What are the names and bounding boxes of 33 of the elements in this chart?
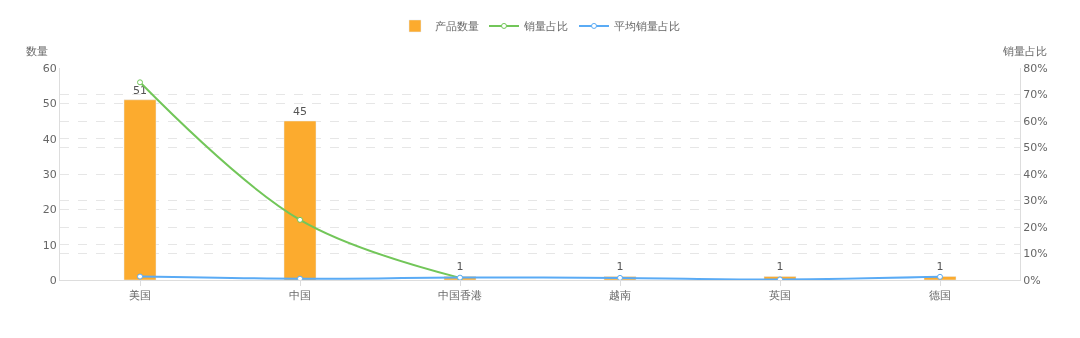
legend-label: 产品数量 (435, 20, 479, 34)
x-tick-label: 中国香港 (438, 289, 482, 303)
y2-tick-label: 0% (1023, 273, 1041, 287)
y2-tick-label: 80% (1023, 61, 1048, 75)
y-tick-label: 40 (42, 132, 57, 146)
y-tick-label: 0 (49, 273, 57, 287)
legend-label: 平均销量占比 (614, 20, 680, 34)
y2-tick-label: 30% (1023, 194, 1048, 208)
legend-label: 销量占比 (523, 20, 568, 34)
y2-tick-label: 40% (1023, 167, 1048, 181)
y2-axis-title: 销量占比 (1002, 45, 1047, 58)
y-tick-label: 50 (42, 97, 57, 111)
y-tick-label: 20 (42, 203, 57, 217)
y-axis-title: 数量 (26, 45, 48, 58)
data-label: 45 (293, 105, 307, 118)
data-label: 51 (133, 83, 147, 97)
x-tick-label: 英国 (769, 289, 791, 303)
y2-tick-label: 20% (1023, 220, 1048, 234)
data-label: 1 (936, 260, 944, 274)
y-tick-label: 60 (42, 61, 57, 75)
x-tick-label: 中国 (289, 289, 311, 303)
data-label: 1 (616, 260, 624, 274)
y-tick-label: 30 (42, 167, 57, 181)
y2-tick-label: 50% (1023, 141, 1048, 155)
y2-tick-label: 60% (1023, 114, 1048, 128)
y-tick-label: 10 (42, 238, 57, 252)
x-tick-label: 越南 (609, 289, 631, 303)
x-tick-label: 美国 (129, 289, 151, 303)
data-label: 1 (456, 260, 464, 274)
data-label: 1 (776, 260, 784, 274)
x-tick-label: 德国 (929, 289, 951, 303)
y2-tick-label: 10% (1023, 247, 1048, 261)
y2-tick-label: 70% (1023, 88, 1048, 102)
